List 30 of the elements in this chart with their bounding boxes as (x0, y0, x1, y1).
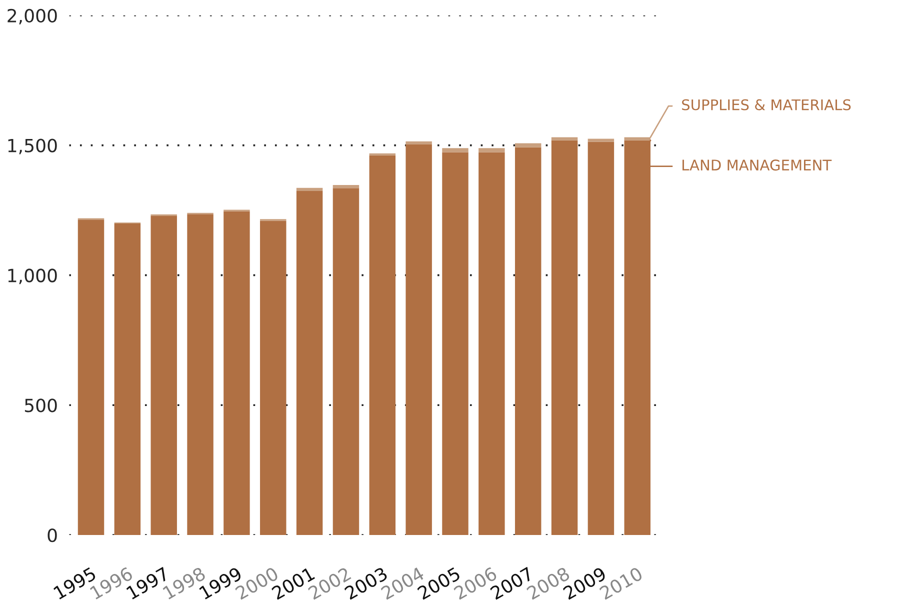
y-tick-label: 1,500 (8, 138, 57, 154)
bar (442, 148, 468, 152)
bar (551, 137, 578, 140)
bar (478, 152, 505, 536)
bar (369, 155, 396, 536)
bar (442, 152, 468, 536)
bar (114, 224, 141, 536)
bar (150, 216, 177, 536)
bar (260, 220, 286, 536)
bar (78, 220, 104, 536)
bar (514, 143, 542, 148)
bar (588, 142, 614, 536)
y-tick-label: 0 (48, 528, 57, 542)
bar (332, 185, 360, 188)
bar (224, 211, 250, 536)
bar (588, 138, 614, 142)
text: LAND MANAGEMENT (682, 160, 832, 171)
y-tick-label: 1,000 (8, 268, 57, 284)
bar (406, 141, 432, 145)
y-tick-label: 2,000 (8, 8, 57, 24)
bar (551, 140, 578, 536)
bar (296, 188, 323, 192)
bar (514, 147, 542, 536)
bar (296, 191, 323, 536)
bar (478, 148, 505, 152)
text: SUPPLIES & MATERIALS (682, 99, 851, 110)
y-tick-label: 500 (24, 398, 57, 412)
bar (332, 188, 360, 536)
bar (406, 144, 432, 536)
bar (187, 214, 214, 536)
